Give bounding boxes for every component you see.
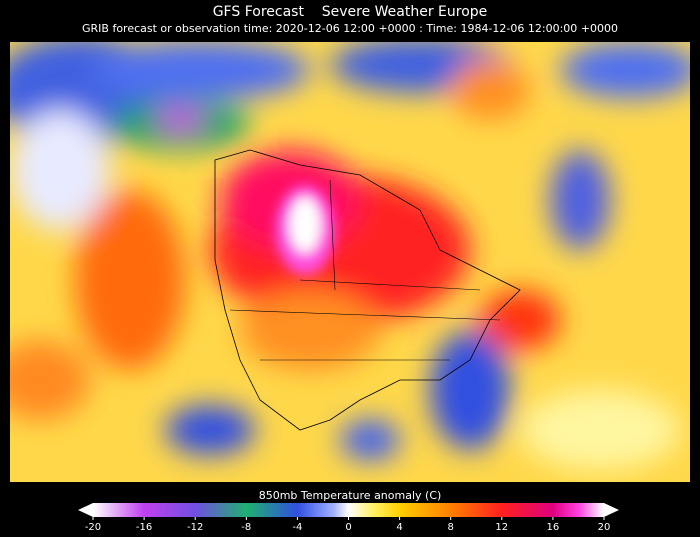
colorbar-arrow-left bbox=[78, 503, 93, 517]
colorbar-tick-label: -12 bbox=[187, 522, 203, 533]
colorbar-tick-label: -8 bbox=[241, 522, 251, 533]
title: GFS Forecast Severe Weather Europe bbox=[213, 4, 488, 20]
colorbar-tick-label: -16 bbox=[136, 522, 152, 533]
colorbar-tick-label: -4 bbox=[292, 522, 302, 533]
colorbar bbox=[78, 503, 619, 517]
colorbar-tick-label: -20 bbox=[85, 522, 101, 533]
subtitle: GRIB forecast or observation time: 2020-… bbox=[82, 22, 618, 35]
colorbar-label: 850mb Temperature anomaly (C) bbox=[259, 489, 442, 502]
colorbar-gradient bbox=[93, 503, 604, 517]
colorbar-tick-label: 4 bbox=[396, 522, 402, 533]
colorbar-tick-label: 8 bbox=[448, 522, 454, 533]
map bbox=[10, 42, 690, 482]
coastline bbox=[214, 149, 521, 431]
colorbar-tick-label: 12 bbox=[495, 522, 508, 533]
anomaly-peak bbox=[275, 185, 335, 275]
borders bbox=[229, 179, 501, 361]
colorbar-tick-label: 0 bbox=[345, 522, 351, 533]
colorbar-arrow-right bbox=[604, 503, 619, 517]
colorbar-tick-label: 16 bbox=[547, 522, 560, 533]
colorbar-tick-label: 20 bbox=[598, 522, 611, 533]
